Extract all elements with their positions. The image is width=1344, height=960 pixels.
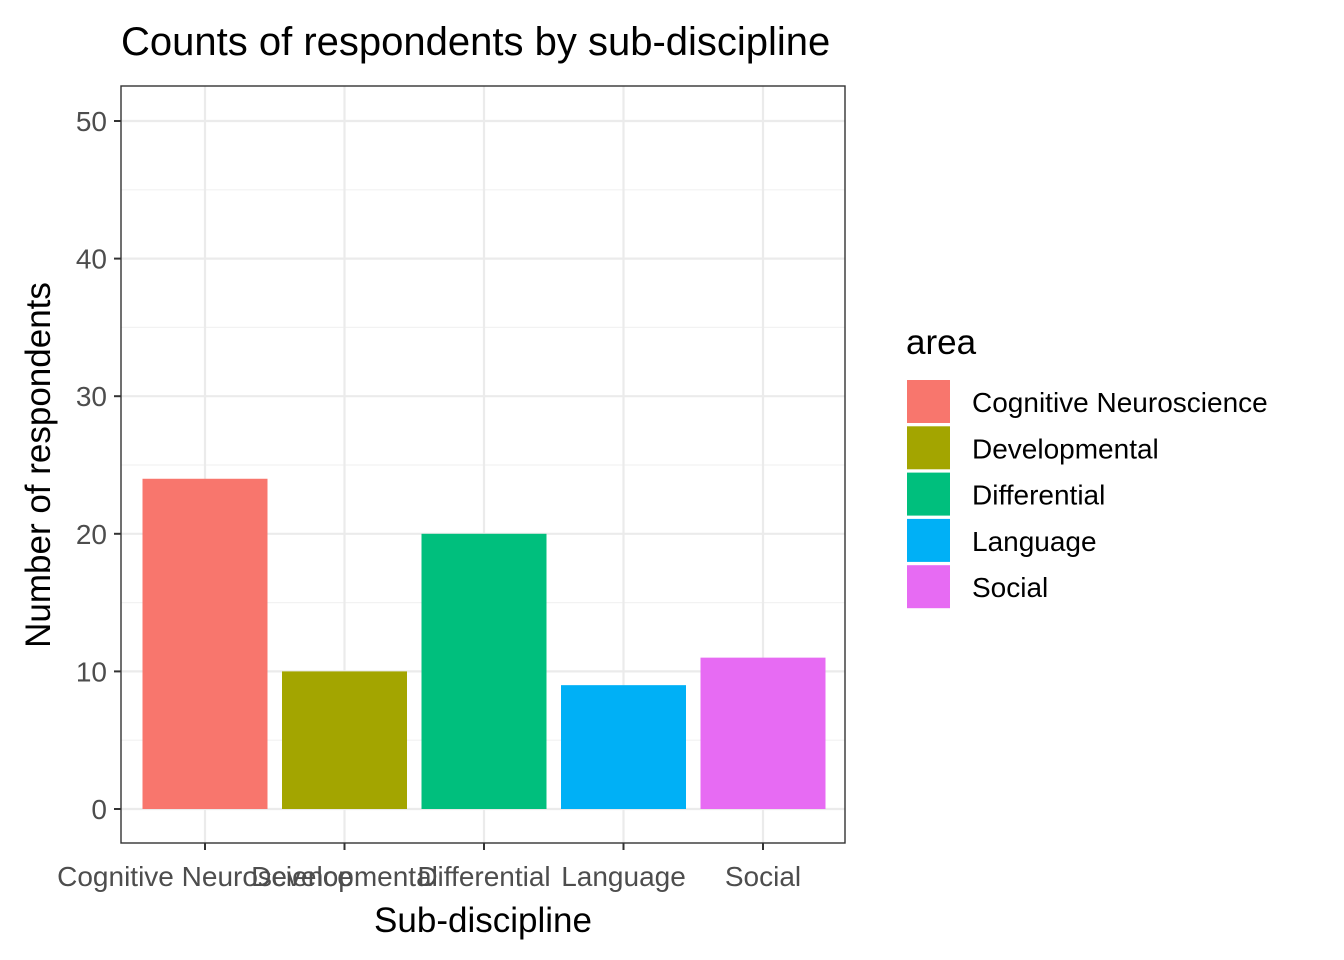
chart-title: Counts of respondents by sub-discipline	[121, 20, 830, 64]
legend-label: Social	[972, 572, 1048, 603]
y-tick-label: 40	[76, 244, 107, 275]
y-tick-label: 0	[91, 794, 107, 825]
legend-label: Developmental	[972, 433, 1159, 464]
x-tick-label: Social	[725, 861, 801, 892]
legend-key	[907, 565, 950, 609]
bars-group	[142, 478, 826, 809]
y-tick-label: 20	[76, 519, 107, 550]
x-tick-label: Differential	[417, 861, 550, 892]
bar	[421, 533, 547, 809]
x-tick-label: Cognitive Neuroscience	[57, 861, 353, 892]
y-tick-label: 50	[76, 106, 107, 137]
y-tick-label: 10	[76, 656, 107, 687]
x-axis: Cognitive NeuroscienceDevelopmentalDiffe…	[57, 843, 801, 892]
x-tick-label: Language	[561, 861, 686, 892]
legend-key	[907, 380, 950, 423]
legend-label: Cognitive Neuroscience	[972, 387, 1268, 418]
legend-label: Language	[972, 526, 1097, 557]
y-axis-title: Number of respondents	[19, 282, 58, 648]
legend-key	[907, 426, 950, 470]
y-tick-label: 30	[76, 381, 107, 412]
legend-title: area	[906, 323, 977, 362]
bar	[282, 671, 407, 809]
x-tick-label: Developmental	[251, 861, 438, 892]
legend-key	[907, 518, 950, 562]
bar	[561, 685, 686, 809]
bar	[142, 478, 268, 809]
y-axis: 0 10 20 30 40 50	[76, 106, 121, 825]
legend-label: Differential	[972, 480, 1105, 511]
legend: area Cognitive Neuroscience Developmental…	[906, 323, 1268, 609]
x-axis-title: Sub-discipline	[374, 901, 592, 940]
bar	[700, 657, 826, 809]
legend-key	[907, 472, 950, 516]
